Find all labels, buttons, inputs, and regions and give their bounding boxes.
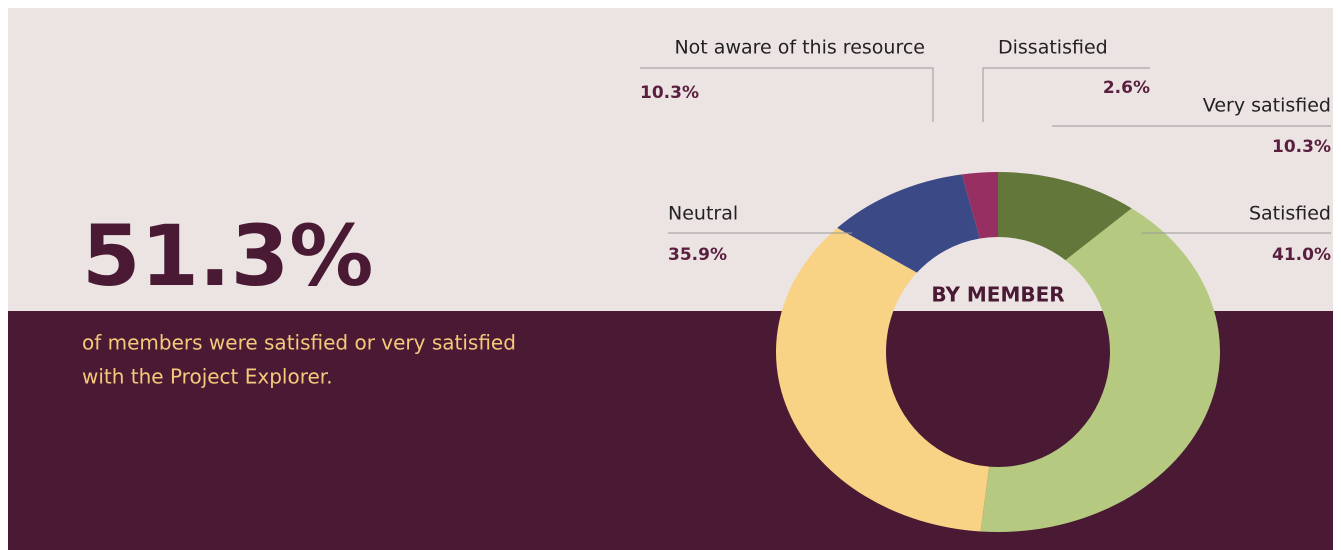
legend-label: Very satisfied xyxy=(1203,95,1331,117)
legend-label: Dissatisfied xyxy=(998,37,1108,59)
caption: with the Project Explorer. xyxy=(82,365,333,389)
data-label: 10.3% xyxy=(1272,137,1331,157)
donut-slice xyxy=(776,227,990,532)
donut-slice xyxy=(837,174,980,273)
data-label: 2.6% xyxy=(1103,78,1150,98)
headline-stat: 51.3% xyxy=(82,207,373,305)
donut-slice xyxy=(961,172,998,239)
data-label: 35.9% xyxy=(668,245,727,265)
donut-chart: BY MEMBER Very satisfied 10.3% Satisfied 41.… xyxy=(640,37,1331,533)
caption: of members were satisfied or very satisf… xyxy=(82,331,516,355)
legend-label: Neutral xyxy=(668,203,738,225)
legend-label: Not aware of this resource xyxy=(674,37,925,59)
leader-line xyxy=(982,67,1150,122)
data-label: 10.3% xyxy=(640,83,699,103)
donut-slice xyxy=(998,172,1132,261)
data-label: 41.0% xyxy=(1272,245,1331,265)
donut-slice xyxy=(980,208,1220,533)
leader-line xyxy=(640,67,934,122)
center-label: BY MEMBER xyxy=(931,283,1064,307)
legend-label: Satisfied xyxy=(1249,203,1331,225)
